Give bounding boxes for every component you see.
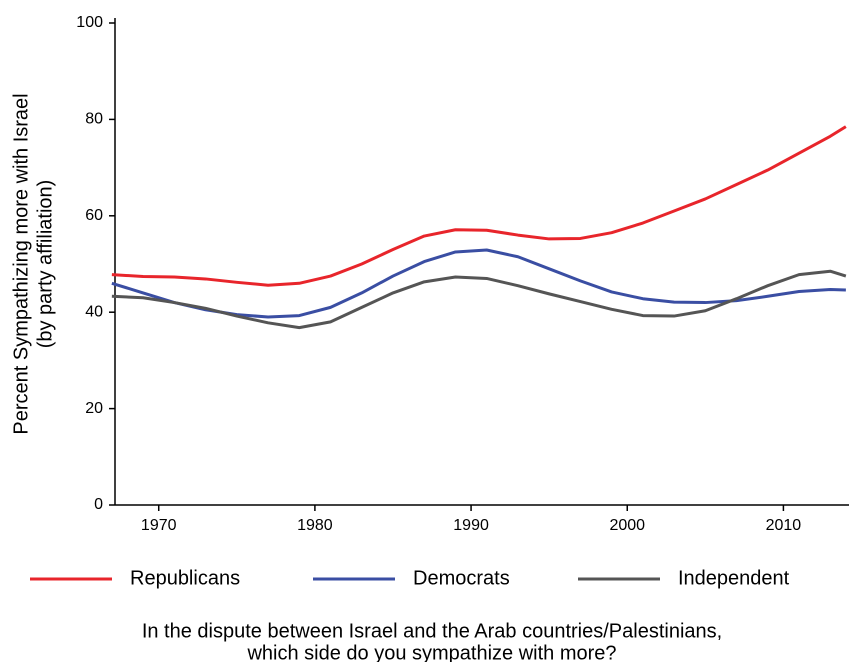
y-tick-label: 60 <box>85 207 103 224</box>
x-tick-label: 1990 <box>453 517 489 534</box>
x-tick-label: 1980 <box>297 517 333 534</box>
y-tick-label: 0 <box>94 496 103 513</box>
y-axis-title: Percent Sympathizing more with Israel (b… <box>10 93 56 434</box>
caption: which side do you sympathize with more? <box>246 642 616 662</box>
x-tick-label: 2000 <box>609 517 645 534</box>
y-tick-label: 20 <box>85 400 103 417</box>
x-tick-label: 1970 <box>141 517 177 534</box>
series-line <box>111 269 847 330</box>
series-line <box>111 248 846 319</box>
y-tick-label: 100 <box>76 14 103 31</box>
caption: In the dispute between Israel and the Ar… <box>142 620 722 642</box>
y-label-line: Percent Sympathizing more with Israel <box>10 93 32 434</box>
y-tick-label: 40 <box>85 303 103 320</box>
y-tick-label: 80 <box>85 111 103 128</box>
legend-label: Democrats <box>413 567 510 589</box>
series-line <box>111 125 847 287</box>
y-label-line: (by party affiliation) <box>34 180 56 349</box>
legend-label: Independent <box>678 567 790 589</box>
x-tick-label: 2010 <box>766 517 802 534</box>
legend-label: Republicans <box>130 567 240 589</box>
